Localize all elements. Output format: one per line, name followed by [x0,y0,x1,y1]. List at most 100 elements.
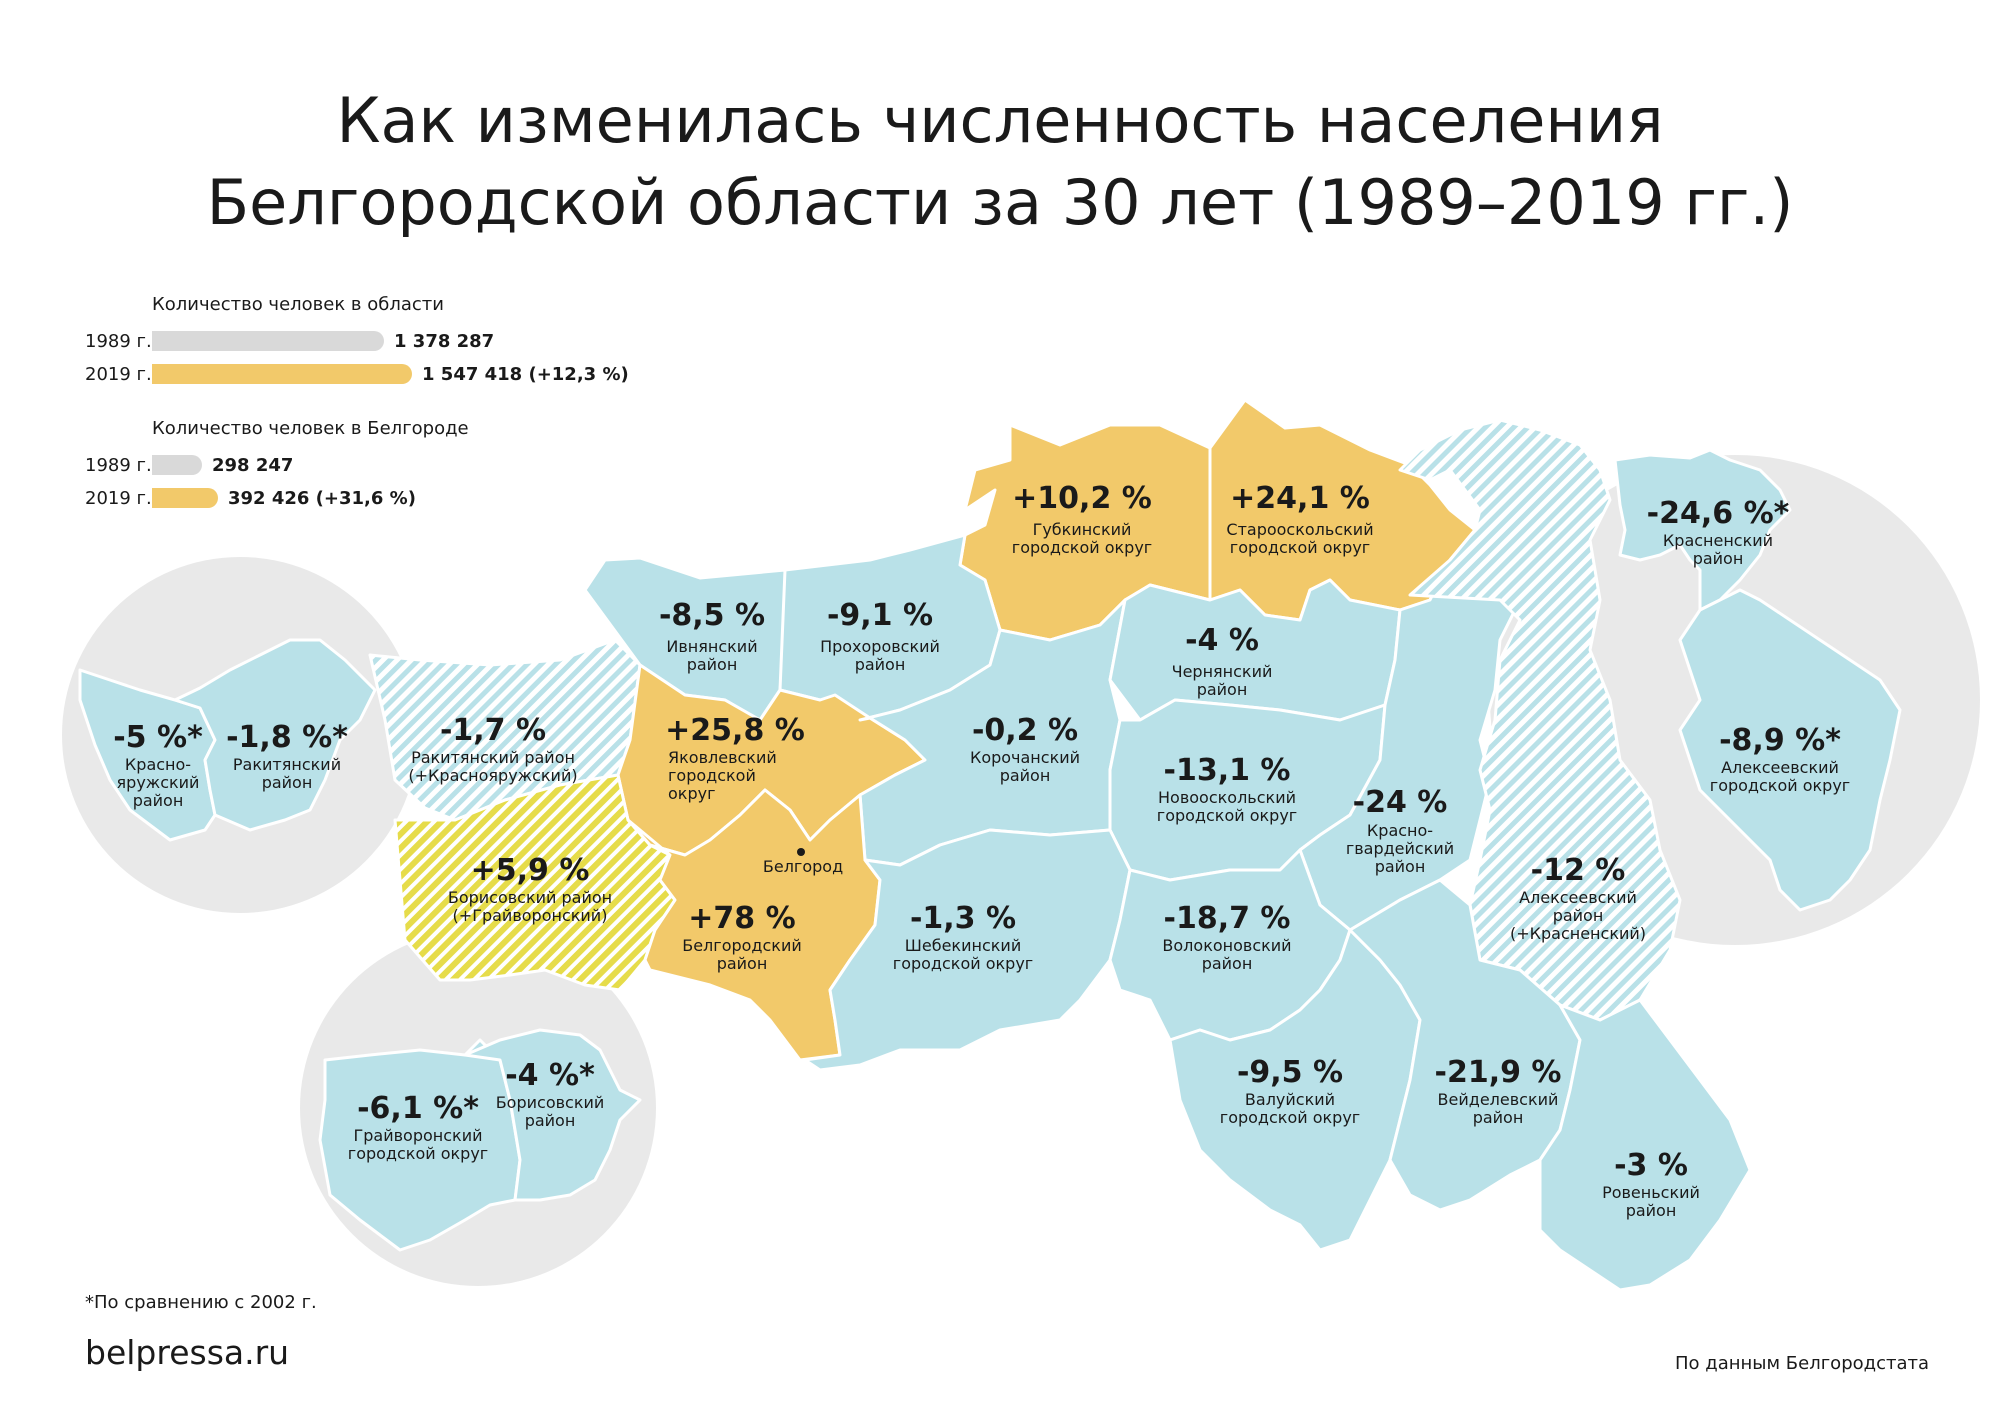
label-veydelevka-pct: -21,9 % [1435,1055,1562,1090]
district-rovenki [1538,998,1752,1292]
label-stary-oskol-name1: Старооскольский [1226,520,1373,539]
label-inset-grayvoron-name2: городской округ [348,1144,488,1163]
label-yakovlevo-name2: городской [668,766,756,785]
label-rakitnoe-merged-pct: -1,7 % [440,713,546,748]
footnote: *По сравнению с 2002 г. [85,1292,317,1313]
legend-region-value-1989: 1 378 287 [394,331,495,352]
label-krasnogvardeysky-name2: гвардейский [1346,839,1454,858]
label-gubkin-name2: городской округ [1012,538,1152,557]
label-yakovlevo-name3: округ [668,784,715,803]
label-novy-oskol-name1: Новооскольский [1158,788,1296,807]
label-veydelevka-name2: район [1473,1108,1524,1127]
district-shebekino [803,828,1132,1072]
site-name: belpressa.ru [85,1333,290,1372]
label-inset-krasnoe-name2: район [1693,549,1744,568]
legend-region-year-1989: 1989 г. [85,331,152,352]
label-borisovka-merged-pct: +5,9 % [471,853,590,888]
legend-city-bar-2019 [152,488,218,508]
label-rakitnoe-merged-name1: Ракитянский район [411,748,575,767]
legend-region-bar-2019 [152,364,412,384]
label-inset-krasnoe-name1: Красненский [1663,531,1773,550]
label-inset-borisovka-name1: Борисовский [496,1093,605,1112]
label-inset-rakitnoe-name2: район [262,773,313,792]
label-novy-oskol-pct: -13,1 % [1164,753,1291,788]
label-alekseevka-merged-pct: -12 % [1531,853,1626,888]
inset-district-alekseevka [1678,588,1902,912]
label-valuyki-name1: Валуйский [1245,1090,1335,1109]
label-shebekino-pct: -1,3 % [910,901,1016,936]
label-yakovlevo-name1: Яковлевский [668,748,777,767]
label-inset-borisovka-name2: район [525,1111,576,1130]
label-stary-oskol-pct: +24,1 % [1230,481,1370,516]
label-borisovka-merged-name2: (+Грайворонский) [453,906,608,925]
label-inset-grayvoron-name1: Грайворонский [354,1126,483,1145]
label-gubkin-name1: Губкинский [1033,520,1132,539]
legend-city-value-1989: 298 247 [212,455,294,476]
legend-city-year-1989: 1989 г. [85,455,152,476]
label-shebekino-name2: городской округ [893,954,1033,973]
inset-district-rakitnoe [173,638,377,832]
label-belgorodsky-name2: район [717,954,768,973]
label-ivnya-name1: Ивнянский [666,637,757,656]
label-rakitnoe-merged-name2: (+Краснояружский) [408,766,577,785]
label-korocha-pct: -0,2 % [972,713,1078,748]
label-inset-borisovka-pct: -4 %* [505,1058,595,1093]
label-inset-krasnaya-yaruga-name3: район [133,791,184,810]
label-inset-krasnaya-yaruga-name2: яружский [117,773,200,792]
label-gubkin-pct: +10,2 % [1012,481,1152,516]
label-inset-krasnaya-yaruga-name1: Красно- [125,755,191,774]
legend-city-year-2019: 2019 г. [85,488,152,509]
label-alekseevka-merged-name3: (+Красненский) [1510,924,1646,943]
label-alekseevka-merged-name1: Алексеевский [1519,888,1637,907]
label-belgorodsky-pct: +78 % [688,901,795,936]
legend-region-heading: Количество человек в области [152,294,444,315]
label-rovenki-pct: -3 % [1614,1148,1688,1183]
label-rovenki-name2: район [1626,1201,1677,1220]
label-borisovka-merged-name1: Борисовский район [448,888,612,907]
label-inset-rakitnoe-name1: Ракитянский [233,755,341,774]
legend-region-year-2019: 2019 г. [85,364,152,385]
label-krasnogvardeysky-name1: Красно- [1367,821,1433,840]
label-inset-alekseevka-name2: городской округ [1710,776,1850,795]
legend-region-bar-1989 [152,331,384,351]
label-stary-oskol-name2: городской округ [1230,538,1370,557]
legend-city-value-2019: 392 426 (+31,6 %) [228,488,416,509]
label-alekseevka-merged-name2: район [1553,906,1604,925]
data-source: По данным Белгородстата [1675,1353,1930,1374]
inset-district-krasnoe [1613,448,1792,612]
label-inset-grayvoron-pct: -6,1 %* [357,1091,479,1126]
label-inset-krasnaya-yaruga-pct: -5 %* [113,720,203,755]
label-volokonovka-pct: -18,7 % [1164,901,1291,936]
title-line-1: Как изменилась численность населения [336,84,1664,157]
label-valuyki-pct: -9,5 % [1237,1055,1343,1090]
title-line-2: Белгородской области за 30 лет (1989–201… [206,166,1794,239]
label-ivnya-name2: район [687,655,738,674]
label-volokonovka-name2: район [1202,954,1253,973]
label-prokhorovka-name2: район [855,655,906,674]
label-krasnogvardeysky-name3: район [1375,857,1426,876]
legend-city-bar-1989 [152,455,202,475]
label-korocha-name1: Корочанский [970,748,1080,767]
label-volokonovka-name1: Волоконовский [1162,936,1291,955]
label-chernyanka-name2: район [1197,680,1248,699]
page-title: Как изменилась численность населения Бел… [0,80,2000,244]
label-inset-krasnoe-pct: -24,6 %* [1647,496,1790,531]
district-alekseevka-merged [1398,418,1682,1022]
label-chernyanka-pct: -4 % [1185,623,1259,658]
legend-city-heading: Количество человек в Белгороде [152,418,469,439]
legend-region-value-2019: 1 547 418 (+12,3 %) [422,364,629,385]
label-prokhorovka-name1: Прохоровский [820,637,940,656]
label-rovenki-name1: Ровеньский [1602,1183,1700,1202]
label-inset-alekseevka-pct: -8,9 %* [1719,723,1841,758]
inset-district-borisovka [463,1028,642,1202]
label-valuyki-name2: городской округ [1220,1108,1360,1127]
label-shebekino-name1: Шебекинский [905,936,1021,955]
label-korocha-name2: район [1000,766,1051,785]
label-ivnya-pct: -8,5 % [659,598,765,633]
label-inset-alekseevka-name1: Алексеевский [1721,758,1839,777]
label-yakovlevo-pct: +25,8 % [665,713,805,748]
label-novy-oskol-name2: городской округ [1157,806,1297,825]
label-krasnogvardeysky-pct: -24 % [1353,785,1448,820]
label-belgorod-city: Белгород [763,857,843,876]
